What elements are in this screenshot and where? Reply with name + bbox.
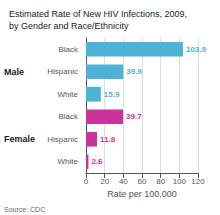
svg-text:Source: CDC: Source: CDC (4, 206, 45, 213)
svg-text:Hispanic: Hispanic (47, 67, 78, 76)
svg-text:White: White (58, 157, 79, 166)
svg-text:100: 100 (173, 177, 187, 186)
svg-text:11.8: 11.8 (100, 135, 116, 144)
svg-text:White: White (58, 90, 79, 99)
svg-text:20: 20 (100, 177, 109, 186)
svg-text:Male: Male (4, 67, 24, 77)
svg-text:15.9: 15.9 (104, 90, 120, 99)
svg-text:by Gender and Race/Ethnicity: by Gender and Race/Ethnicity (9, 21, 129, 31)
svg-text:60: 60 (138, 177, 147, 186)
svg-text:39.7: 39.7 (126, 112, 142, 121)
svg-text:120: 120 (191, 177, 205, 186)
svg-text:Estimated Rate of New HIV Infe: Estimated Rate of New HIV Infections, 20… (9, 9, 187, 19)
svg-text:103.9: 103.9 (186, 45, 207, 54)
svg-text:0: 0 (84, 177, 89, 186)
svg-text:Hispanic: Hispanic (47, 135, 78, 144)
svg-text:Female: Female (4, 134, 35, 144)
svg-text:2.6: 2.6 (91, 157, 103, 166)
svg-text:Black: Black (58, 112, 79, 121)
svg-text:80: 80 (156, 177, 165, 186)
svg-text:Rate per 100,000: Rate per 100,000 (107, 189, 177, 199)
svg-text:Black: Black (58, 45, 79, 54)
svg-text:40: 40 (119, 177, 128, 186)
svg-text:39.9: 39.9 (126, 67, 142, 76)
